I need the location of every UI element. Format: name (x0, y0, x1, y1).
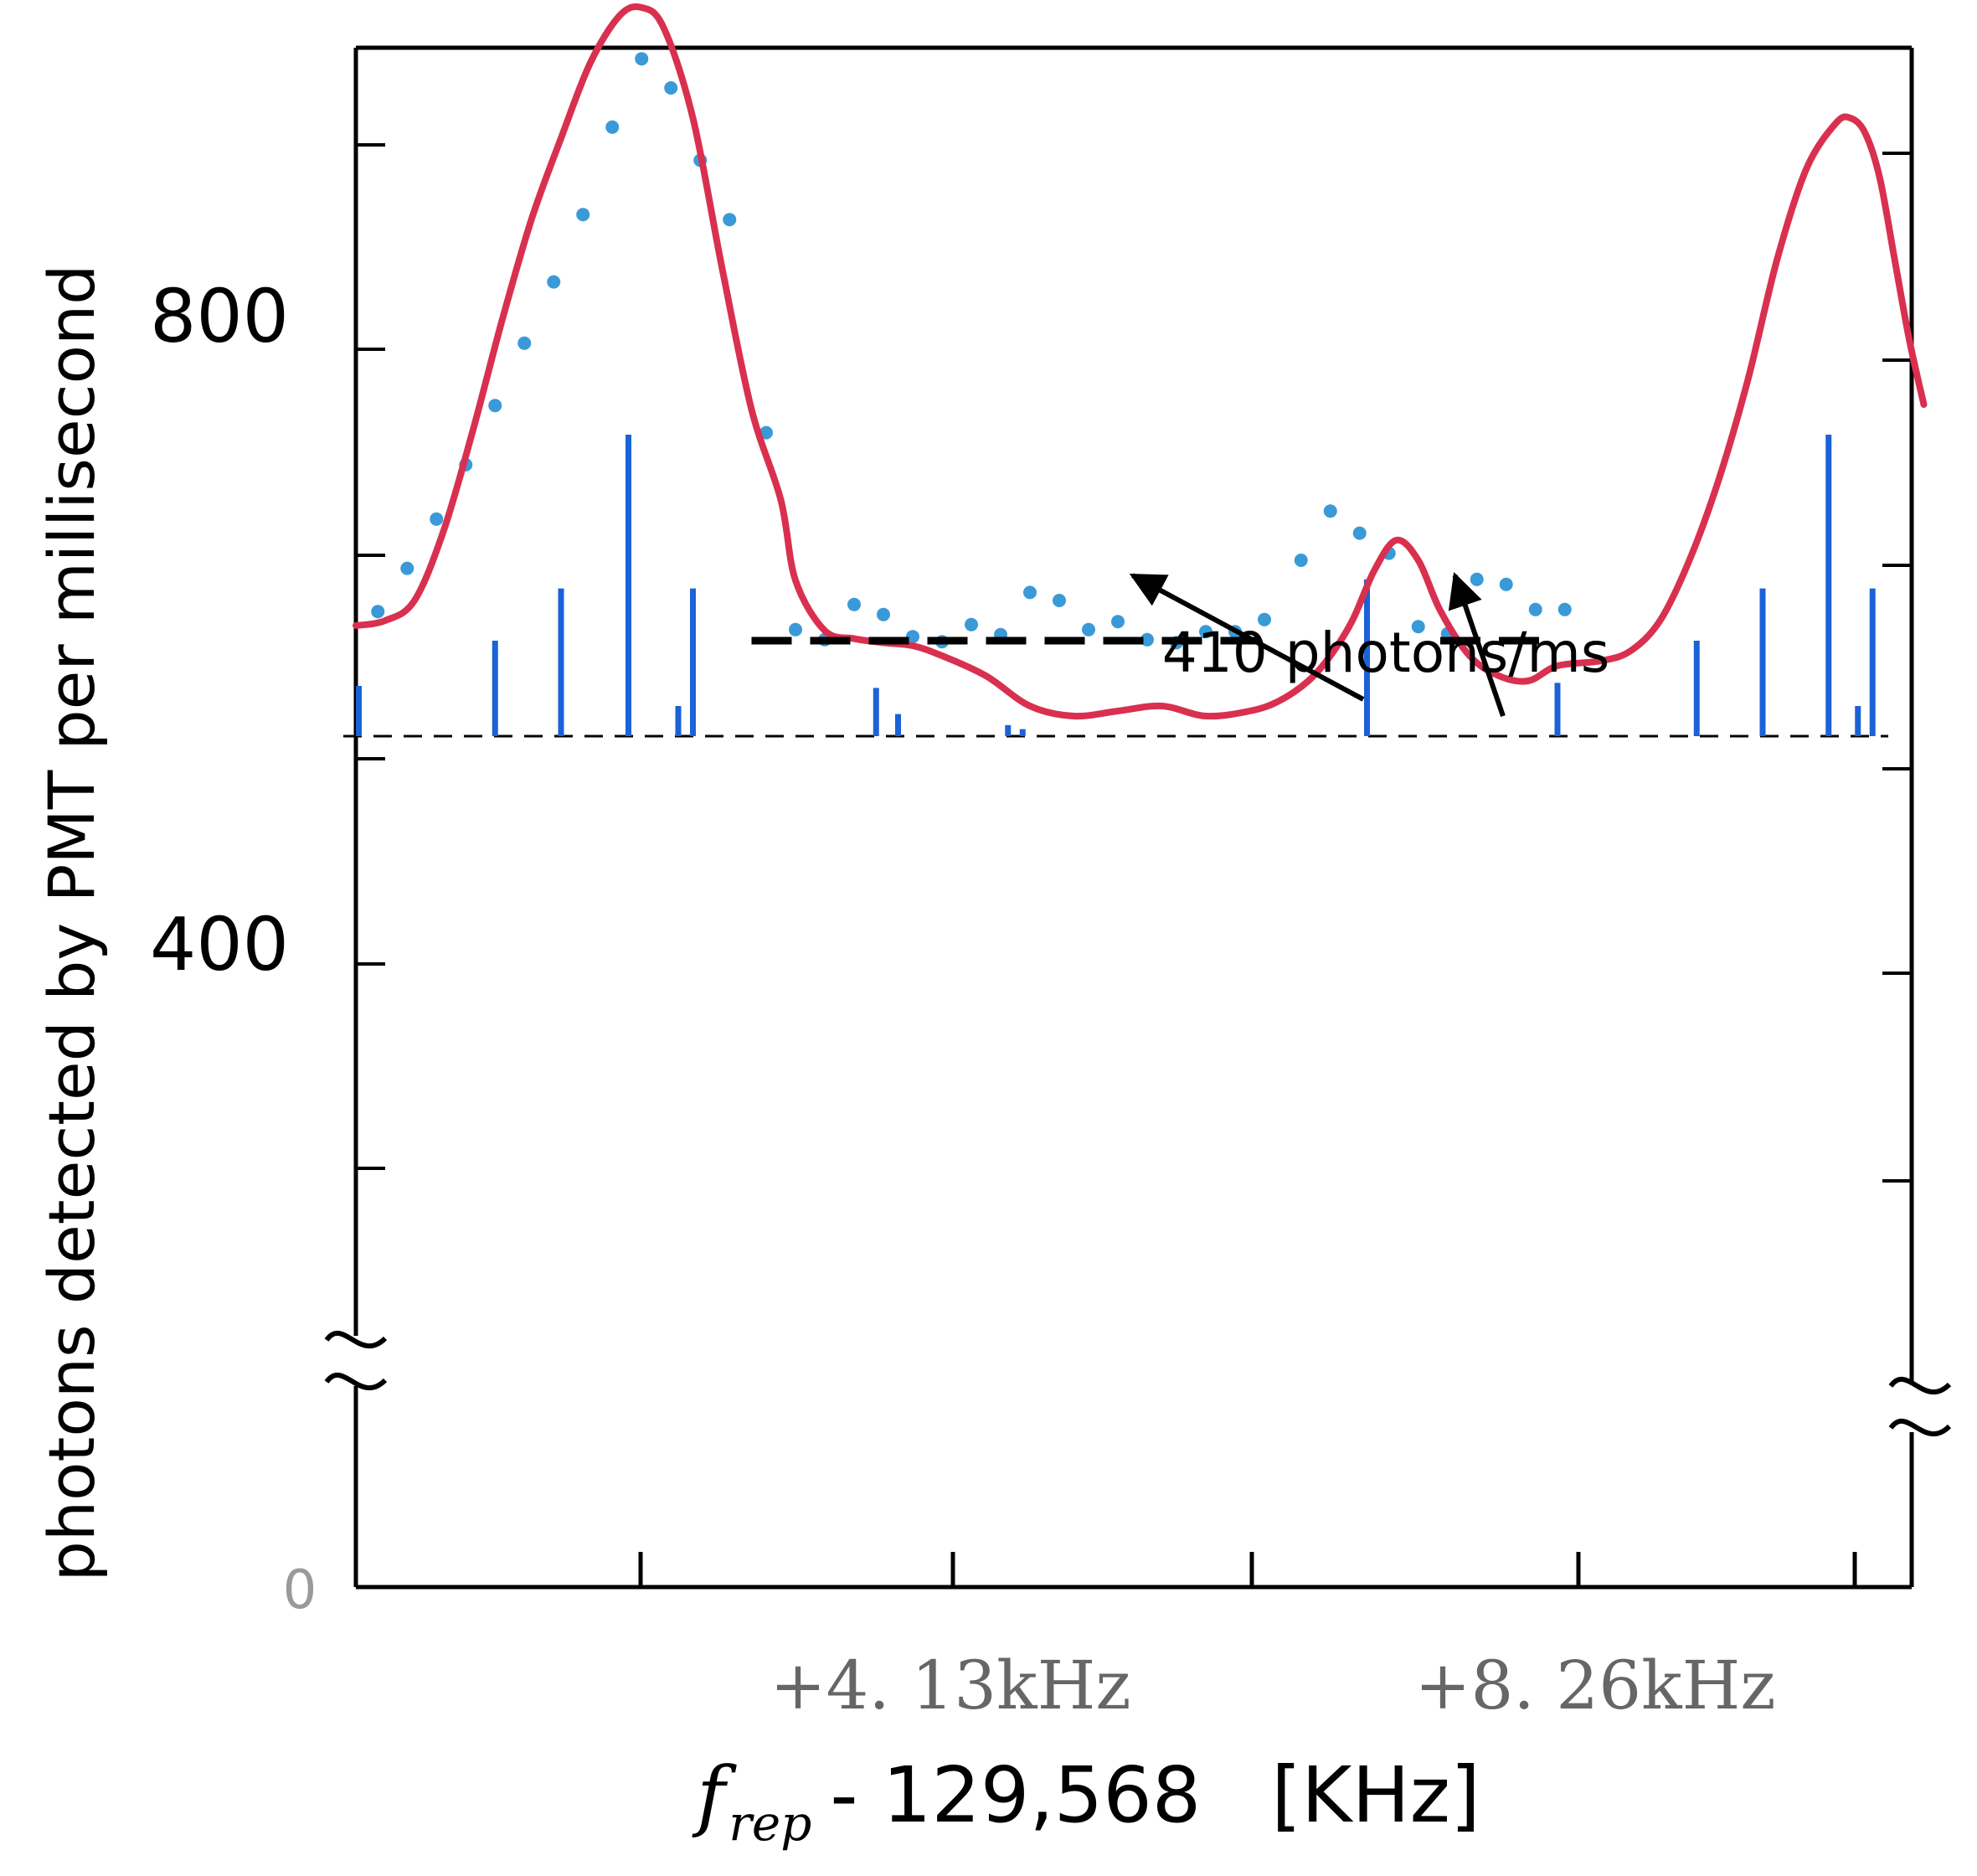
measured-point-23 (1053, 594, 1066, 607)
x-axis-title-unit: [KHz] (1271, 1750, 1480, 1840)
measured-point-20 (965, 617, 978, 631)
measured-point-31 (1294, 554, 1308, 567)
measured-point-26 (1140, 632, 1154, 647)
measured-point-14 (789, 622, 802, 636)
axis-break-right-top (1888, 1377, 1952, 1395)
fit-curve-series (353, 3, 1928, 720)
measured-point-5 (517, 336, 532, 350)
measured-point-17 (877, 607, 890, 621)
measured-point-10 (664, 81, 678, 95)
measured-point-1 (400, 561, 414, 575)
annotation-label: 410 photons/ms (1162, 621, 1609, 685)
measured-points-series (371, 52, 1572, 650)
axis-break-right-bottom (1888, 1419, 1952, 1437)
x-axis-title-subscript: rep (729, 1795, 811, 1852)
plot-frame (353, 45, 1914, 1590)
measured-point-40 (1557, 602, 1572, 616)
measured-point-9 (635, 52, 649, 66)
measured-point-35 (1411, 620, 1425, 634)
y-tick-label-0: 0 (283, 1559, 317, 1621)
y-tick-label-400: 400 (150, 902, 289, 987)
y-axis-ticks (356, 143, 1912, 1183)
axis-break-left-top (324, 1331, 388, 1349)
measured-point-22 (1023, 585, 1037, 600)
measured-point-24 (1082, 622, 1095, 636)
measured-point-18 (906, 630, 919, 644)
comb-lines-series (356, 435, 1876, 736)
x-axis-title: f rep - 129,568 [KHz] (692, 1750, 1480, 1852)
x-axis-ticks (638, 1552, 1857, 1587)
measured-point-8 (605, 120, 620, 134)
measured-point-32 (1323, 504, 1337, 518)
x-tick-label-4-13khz: +4. 13kHz (770, 1647, 1131, 1724)
annotation-arrow-1 (1448, 572, 1506, 717)
measured-point-39 (1528, 602, 1542, 616)
measured-point-33 (1352, 526, 1367, 540)
measured-point-7 (576, 208, 590, 222)
measured-point-28 (1199, 625, 1212, 639)
measured-point-25 (1111, 615, 1125, 629)
measured-point-6 (547, 275, 561, 289)
axis-break-left-bottom (324, 1373, 388, 1391)
measured-point-37 (1470, 572, 1484, 586)
x-axis-title-offset: - 129,568 (830, 1750, 1201, 1840)
annotation-layer (751, 572, 1557, 717)
measured-point-30 (1258, 612, 1271, 626)
fit-curve (353, 3, 1928, 720)
measured-point-38 (1499, 577, 1513, 591)
measured-point-16 (847, 597, 861, 611)
y-tick-label-800: 800 (150, 274, 289, 359)
measured-point-2 (430, 512, 444, 526)
x-tick-label-8-26khz: +8. 26kHz (1415, 1647, 1776, 1724)
measured-point-12 (723, 213, 737, 227)
measured-point-4 (488, 399, 502, 413)
y-axis-title: photons detected by PMT per millisecond (34, 265, 109, 1582)
annotation-arrow-0 (1129, 573, 1365, 702)
measured-point-0 (371, 605, 385, 619)
axis-break-marks (324, 1331, 1952, 1437)
